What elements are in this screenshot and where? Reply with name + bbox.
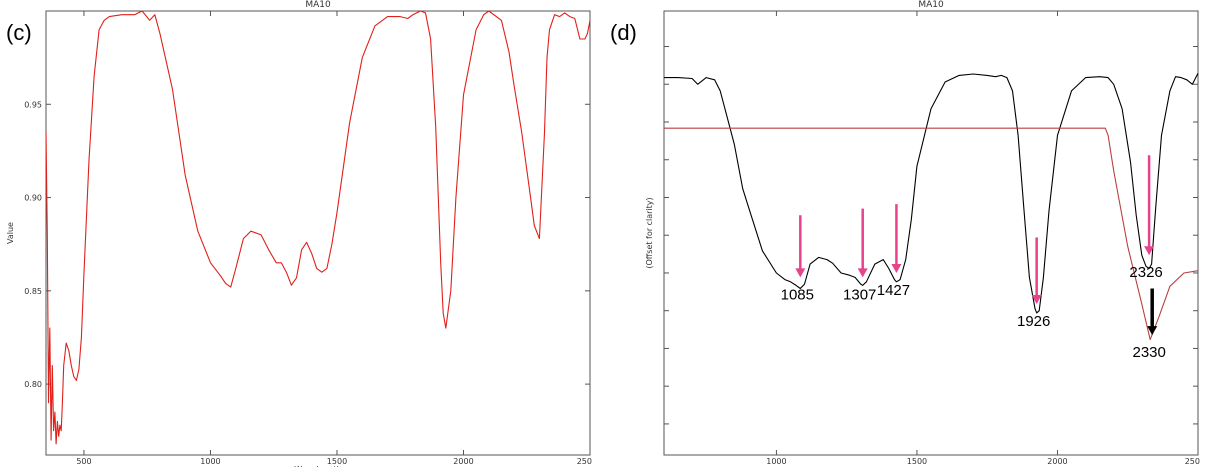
arrow-head <box>891 263 902 273</box>
chart-1-annotation-label: 1307 <box>843 286 876 303</box>
chart-1-x-tick-label: 250 <box>1185 457 1200 466</box>
chart-1-annotation-label: 1427 <box>877 282 910 299</box>
chart-0-series-line-0 <box>45 10 591 445</box>
chart-0-x-tick-label: 1000 <box>200 457 220 466</box>
arrow-head <box>1031 295 1042 305</box>
chart-1-series-line-0 <box>664 72 1199 314</box>
chart-0-x-tick-label: 2000 <box>453 457 473 466</box>
chart-0-x-axis-label: Wavelength <box>294 465 341 467</box>
chart-0-y-axis-label: Value <box>6 222 15 244</box>
chart-0-y-tick-label: 0.80 <box>24 380 42 389</box>
chart-1-annotation-arrow <box>1144 155 1155 256</box>
chart-1-annotation-label: 1085 <box>781 286 814 303</box>
chart-1-annotation-label: 2330 <box>1133 344 1166 361</box>
chart-1-title: MA10 <box>918 0 944 10</box>
arrow-head <box>857 268 868 278</box>
chart-0-panel-label: (c) <box>6 20 32 45</box>
chart-panel-d: MA10 1000 1500 2000 250 (Offset for clarity) 1… <box>608 0 1208 467</box>
chart-0-y-tick-label: 0.95 <box>24 100 42 109</box>
chart-1-annotation-label: 2326 <box>1129 264 1162 281</box>
chart-0-x-tick-label: 500 <box>76 457 91 466</box>
chart-1-y-axis-label: (Offset for clarity) <box>645 197 654 268</box>
chart-1-annotation-arrow <box>1147 288 1158 336</box>
chart-1-annotation-arrow <box>795 215 806 278</box>
chart-1-annotation-arrow <box>891 204 902 273</box>
chart-c-svg: MA10 500 1000 1500 2000 250 0.80 0.85 0.90 0.95 Wa… <box>6 0 592 467</box>
arrow-head <box>1147 326 1158 336</box>
chart-1-panel-label: (d) <box>610 20 637 45</box>
chart-1-x-tick-label: 1500 <box>907 457 927 466</box>
arrow-head <box>795 268 806 278</box>
chart-panel-c: MA10 500 1000 1500 2000 250 0.80 0.85 0.90 0.95 Wa… <box>0 0 600 467</box>
chart-1-series-line-1 <box>664 127 1199 341</box>
chart-1-annotation-arrow <box>1031 237 1042 305</box>
chart-0-y-tick-label: 0.90 <box>24 194 42 203</box>
chart-0-title: MA10 <box>305 0 331 10</box>
chart-1-annotation-arrow <box>857 208 868 278</box>
chart-0-y-tick-label: 0.85 <box>24 287 42 296</box>
chart-1-plot-frame <box>663 10 1199 456</box>
chart-0-x-tick-label: 250 <box>577 457 592 466</box>
arrow-head <box>1144 246 1155 256</box>
chart-0-x-tick-label: 1500 <box>327 457 347 466</box>
chart-d-svg: MA10 1000 1500 2000 250 (Offset for clarity) 1… <box>610 0 1200 466</box>
chart-1-x-tick-label: 1000 <box>766 457 786 466</box>
chart-1-annotation-label: 1926 <box>1017 313 1050 330</box>
chart-0-plot-frame <box>45 10 591 456</box>
chart-1-x-tick-label: 2000 <box>1047 457 1067 466</box>
